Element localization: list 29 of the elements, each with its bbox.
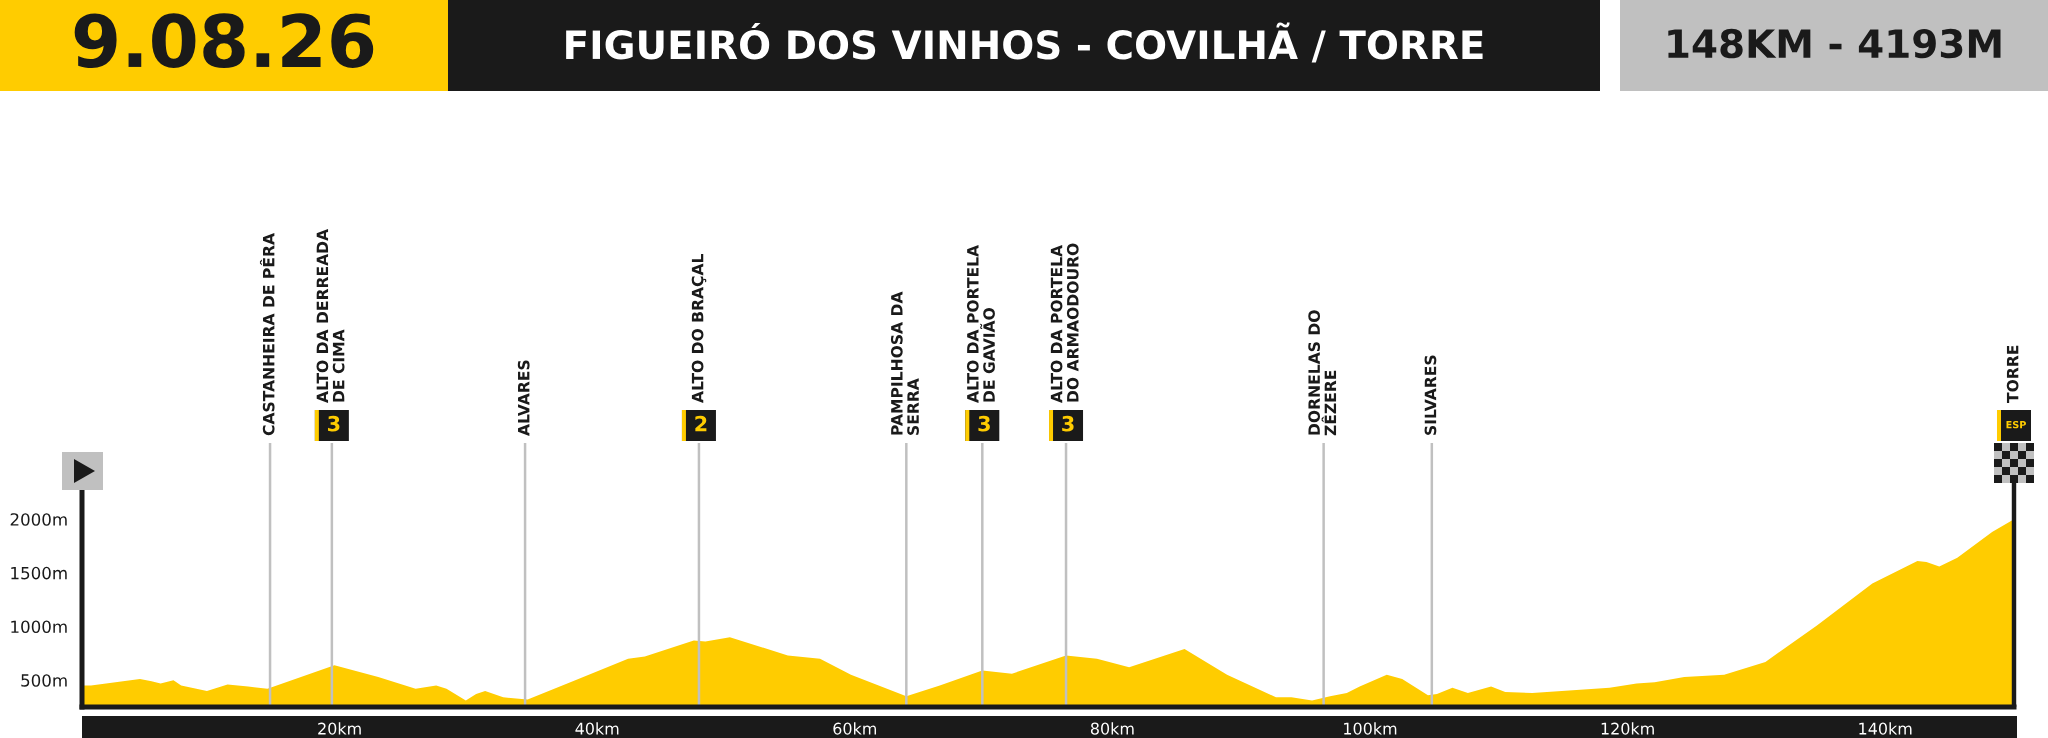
x-tick-label: 140km bbox=[1859, 722, 1912, 735]
text: 9.08.26 bbox=[74, 13, 374, 68]
text: 2 bbox=[695, 415, 707, 432]
x-tick-label: 20km bbox=[318, 722, 361, 735]
ref-line-label: PAMPILHOSA DA SERRA bbox=[890, 291, 919, 435]
ref-line-label: ALVARES bbox=[517, 360, 530, 436]
chart-subtitle: 148KM - 4193M bbox=[1668, 28, 2001, 59]
ref-line-label: ALTO DO BRAÇAL bbox=[691, 254, 707, 403]
text: 3 bbox=[978, 415, 990, 432]
x-tick-label: 120km bbox=[1601, 722, 1654, 735]
y-tick-label: 1000m bbox=[11, 620, 67, 634]
chart-title: FIGUEIRÓ DOS VINHOS - COVILHÃ / TORRE bbox=[566, 22, 1483, 63]
text: 3 bbox=[328, 415, 340, 432]
x-tick-label: 100km bbox=[1344, 722, 1397, 735]
ref-line-label: ALTO DA PORTELA DE GAVIÃO bbox=[966, 244, 995, 403]
y-tick-label: 1500m bbox=[11, 566, 67, 580]
ref-line-label: TORRE bbox=[2006, 345, 2019, 403]
ref-line-label: SILVARES bbox=[1424, 355, 1437, 435]
x-tick-label: 80km bbox=[1090, 722, 1134, 735]
text: 3 bbox=[1062, 415, 1074, 432]
x-tick-label: 40km bbox=[575, 722, 619, 735]
ref-line-label: ALTO DA PORTELA DO ARMAODOURO bbox=[1050, 243, 1079, 403]
ref-line-label: DORNELAS DO ZÊZERE bbox=[1308, 310, 1337, 436]
ref-line-label: ALTO DA DERREADA DE CIMA bbox=[316, 228, 345, 403]
y-tick-label: 2000m bbox=[10, 513, 67, 526]
ref-line-label: CASTANHEIRA DE PÊRA bbox=[259, 233, 275, 436]
text: ESP bbox=[2006, 420, 2026, 429]
x-tick-label: 60km bbox=[833, 722, 877, 735]
y-tick-label: 500m bbox=[21, 674, 67, 687]
